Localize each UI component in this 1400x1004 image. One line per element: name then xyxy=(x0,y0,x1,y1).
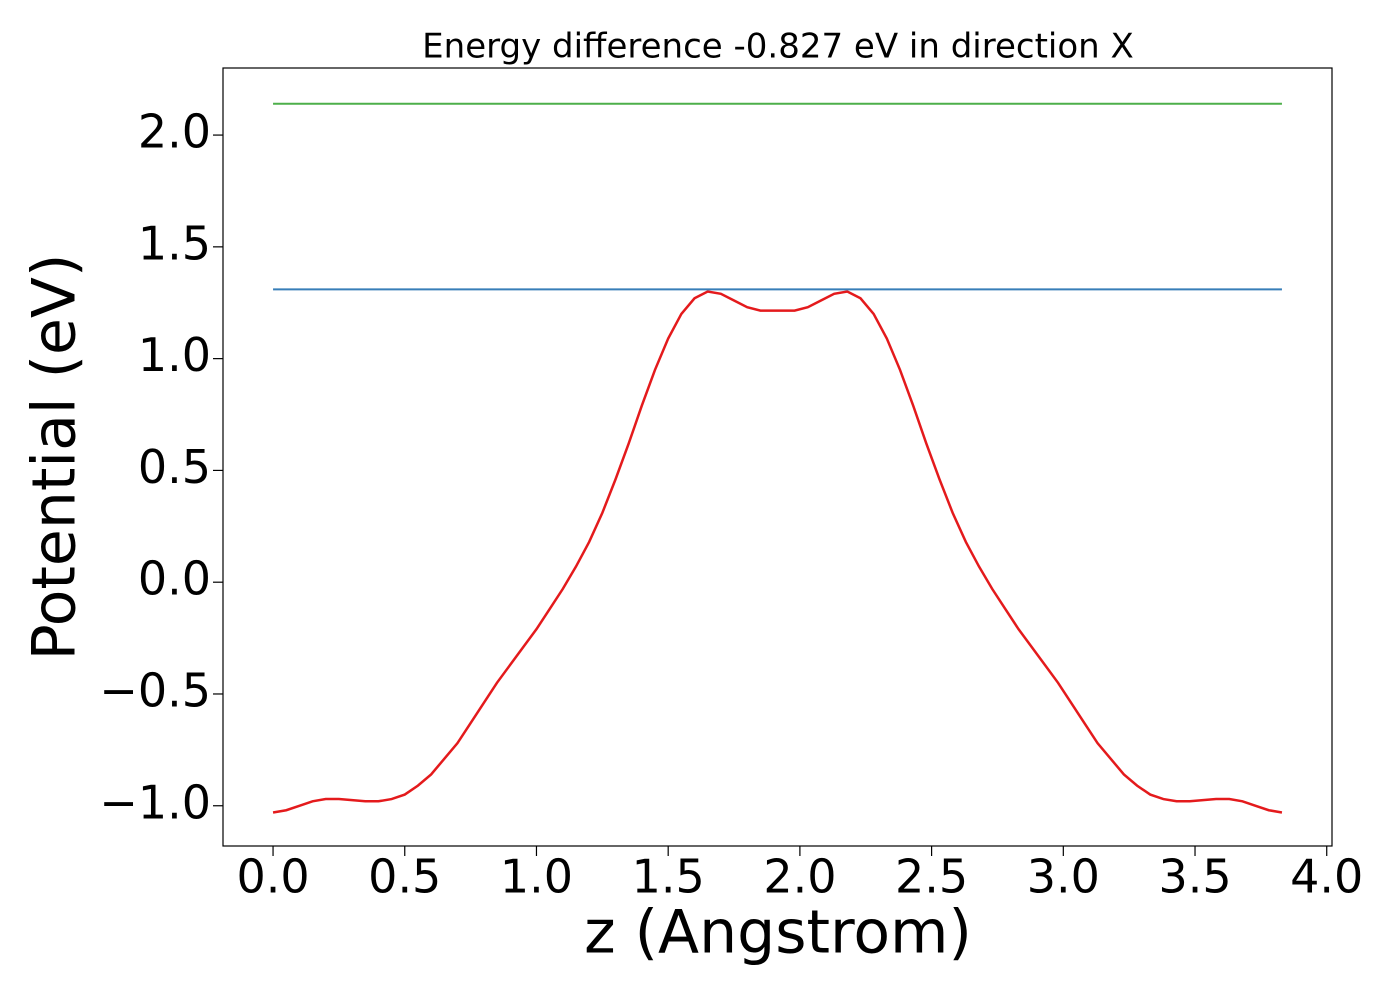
x-tick-label: 0.5 xyxy=(368,850,441,904)
x-tick-label: 1.0 xyxy=(500,850,573,904)
y-tick-label: 0.0 xyxy=(138,552,211,606)
y-tick-label: −0.5 xyxy=(99,663,211,717)
line xyxy=(272,290,1283,814)
chart-title: Energy difference -0.827 eV in direction… xyxy=(422,27,1134,67)
y-axis-label: Potential (eV) xyxy=(20,254,90,661)
x-tick-label: 1.5 xyxy=(632,850,705,904)
x-tick-label: 4.0 xyxy=(1290,850,1363,904)
y-tick-label: −1.0 xyxy=(99,775,211,829)
x-tick-label: 0.0 xyxy=(236,850,309,904)
y-tick-label: 1.5 xyxy=(138,216,211,270)
x-tick-label: 3.0 xyxy=(1027,850,1100,904)
plot-frame xyxy=(222,67,1333,847)
x-tick-label: 3.5 xyxy=(1158,850,1231,904)
x-tick-label: 2.5 xyxy=(895,850,968,904)
y-tick-label: 2.0 xyxy=(138,105,211,159)
y-tick-label: 1.0 xyxy=(138,328,211,382)
y-tick-label: 0.5 xyxy=(138,440,211,494)
x-axis-label: z (Angstrom) xyxy=(584,898,972,968)
x-tick-label: 2.0 xyxy=(763,850,836,904)
